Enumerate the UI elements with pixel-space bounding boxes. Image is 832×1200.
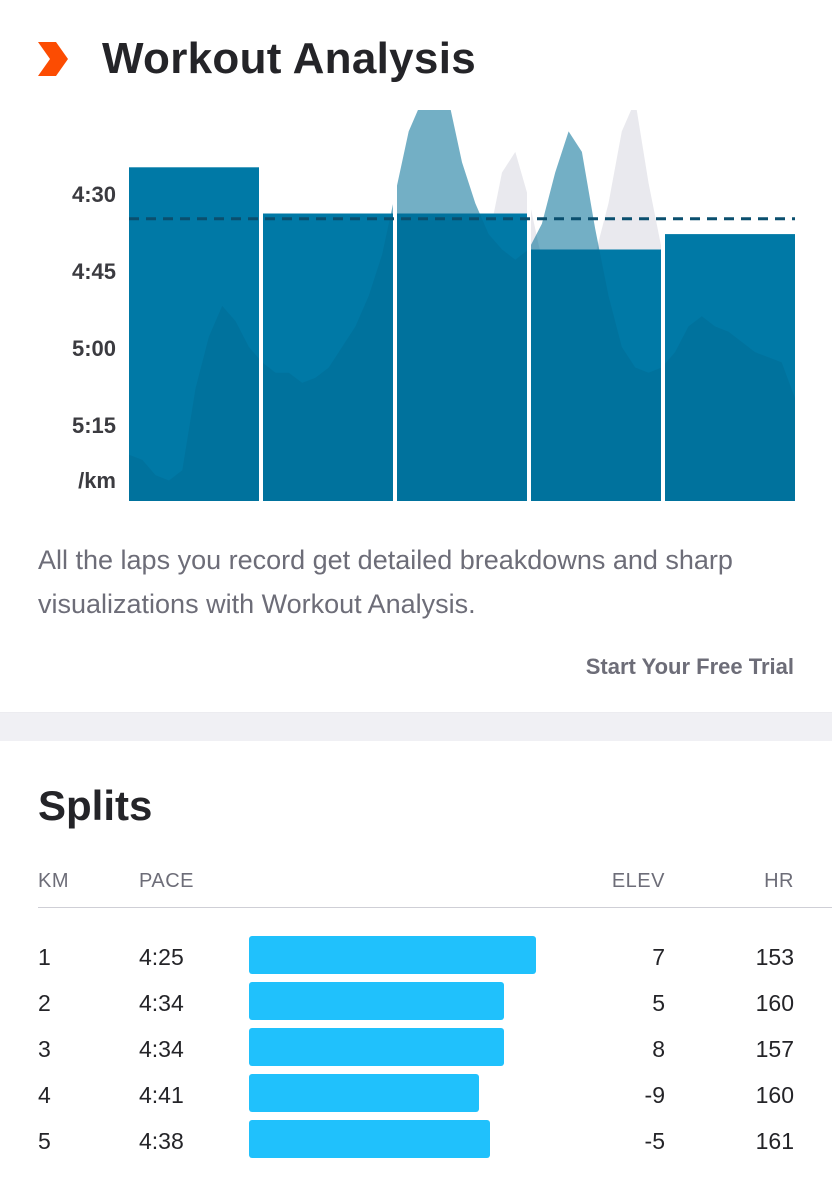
split-hr: 160	[755, 1082, 794, 1108]
pace-bar	[249, 1028, 504, 1066]
split-pace: 4:38	[139, 1128, 184, 1154]
y-axis-unit: /km	[78, 468, 116, 493]
lap-pace-chart-svg	[129, 110, 795, 502]
split-km: 1	[38, 944, 51, 970]
split-row: 5 4:38 -5 161	[0, 1120, 832, 1166]
split-elev: 5	[652, 990, 665, 1016]
split-hr: 160	[755, 990, 794, 1016]
feature-description: All the laps you record get detailed bre…	[38, 545, 733, 619]
lap-pace-chart: 4:30 4:45 5:00 5:15 /km	[0, 110, 832, 510]
pace-bar	[249, 982, 504, 1020]
split-pace: 4:25	[139, 944, 184, 970]
split-elev: -5	[644, 1128, 665, 1154]
split-km: 4	[38, 1082, 51, 1108]
pace-bar	[249, 1074, 479, 1112]
split-pace: 4:34	[139, 1036, 184, 1062]
section-divider	[0, 712, 832, 741]
split-hr: 157	[755, 1036, 794, 1062]
pace-bar	[249, 1120, 490, 1158]
page-title: Workout Analysis	[102, 34, 476, 83]
split-elev: 8	[652, 1036, 665, 1062]
column-header-elev: ELEV	[611, 870, 665, 892]
column-header-hr: HR	[764, 870, 794, 892]
y-tick-label: 4:45	[71, 259, 116, 284]
split-km: 2	[38, 990, 51, 1016]
split-row: 1 4:25 7 153	[0, 936, 832, 982]
start-free-trial-link[interactable]: Start Your Free Trial	[585, 654, 794, 679]
splits-title: Splits	[38, 782, 153, 829]
split-hr: 161	[755, 1128, 794, 1154]
column-header-pace: PACE	[139, 870, 194, 892]
pace-bar	[249, 936, 536, 974]
strava-chevron-icon	[38, 42, 68, 76]
split-km: 3	[38, 1036, 51, 1062]
split-km: 5	[38, 1128, 51, 1154]
y-tick-label: 4:30	[71, 182, 116, 207]
split-pace: 4:34	[139, 990, 184, 1016]
column-header-km: KM	[38, 870, 69, 892]
split-row: 2 4:34 5 160	[0, 982, 832, 1028]
split-hr: 153	[755, 944, 794, 970]
y-tick-label: 5:15	[71, 413, 116, 438]
workout-analysis-header: Workout Analysis	[0, 0, 832, 110]
split-elev: 7	[652, 944, 665, 970]
split-row: 4 4:41 -9 160	[0, 1074, 832, 1120]
split-elev: -9	[644, 1082, 665, 1108]
split-pace: 4:41	[139, 1082, 184, 1108]
header-divider	[38, 907, 832, 908]
y-tick-label: 5:00	[71, 336, 116, 361]
split-row: 3 4:34 8 157	[0, 1028, 832, 1074]
pace-trace-area	[129, 110, 795, 501]
